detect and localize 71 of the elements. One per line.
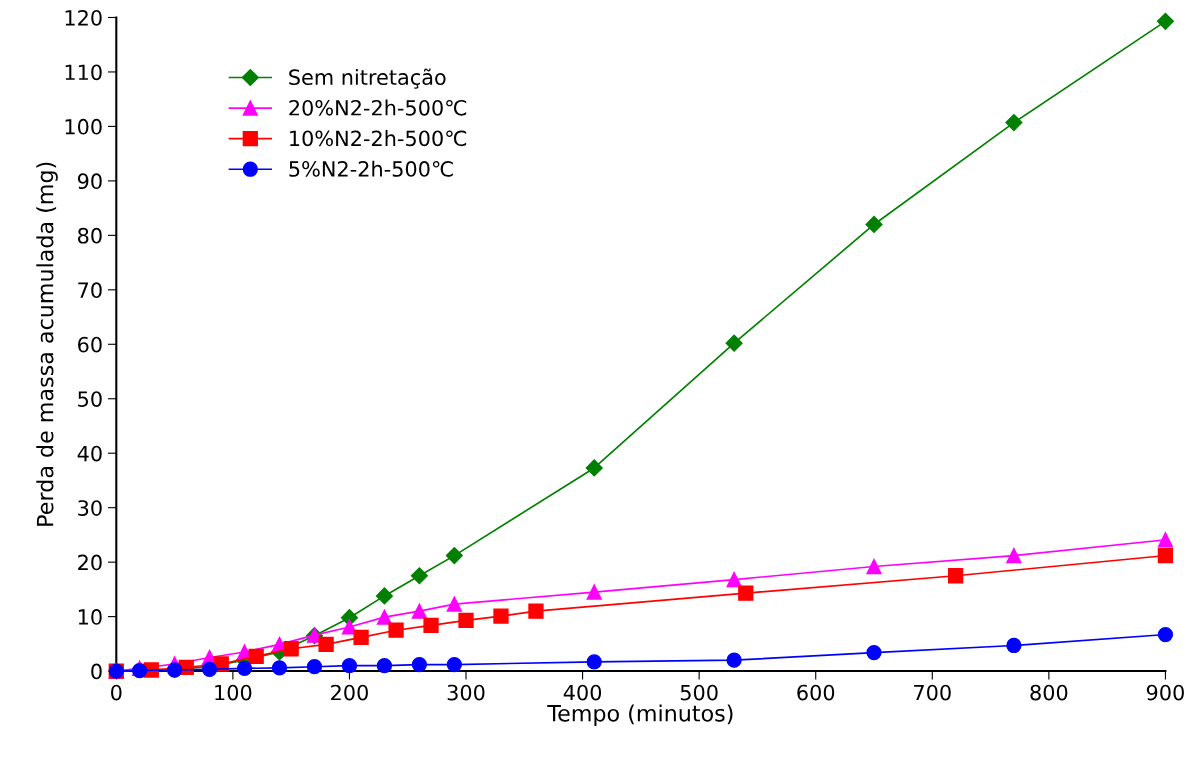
x-tick-label: 0	[111, 684, 122, 701]
point	[1006, 637, 1022, 654]
y-tick-label: 80	[78, 227, 102, 244]
y-tick-label: 60	[78, 336, 102, 353]
x-tick-label: 200	[331, 684, 368, 701]
x-tick-label: 800	[1030, 684, 1068, 701]
point	[271, 660, 288, 676]
point	[318, 636, 334, 653]
point	[201, 661, 218, 678]
point	[375, 587, 393, 605]
point	[1157, 547, 1174, 564]
point	[738, 585, 754, 601]
point	[947, 568, 964, 584]
point	[586, 584, 602, 600]
point	[423, 617, 439, 633]
point	[341, 619, 358, 635]
point	[446, 596, 462, 612]
point	[866, 644, 882, 661]
point	[726, 571, 742, 588]
point	[1156, 12, 1174, 30]
y-tick-label: 100	[65, 118, 102, 135]
x-axis-title: Tempo (minutos)	[547, 704, 733, 726]
point	[341, 657, 358, 674]
x-tick-label: 500	[680, 684, 718, 701]
x-tick-label: 600	[797, 684, 835, 701]
point	[1005, 114, 1023, 132]
point	[248, 648, 264, 665]
point	[1157, 626, 1174, 643]
point	[411, 656, 428, 673]
point	[445, 547, 463, 565]
legend-label: 5%N2-2h-500℃	[289, 160, 453, 177]
x-tick-label: 700	[914, 684, 951, 701]
point	[353, 629, 369, 645]
point	[376, 657, 393, 674]
point	[725, 334, 743, 352]
y-tick-label: 70	[78, 282, 102, 299]
y-tick-label: 0	[91, 663, 102, 680]
x-tick-label: 400	[563, 684, 602, 701]
x-tick-label: 300	[447, 684, 485, 701]
y-tick-label: 20	[78, 554, 102, 571]
point	[376, 609, 393, 625]
y-tick-label: 50	[78, 391, 102, 407]
point	[411, 603, 428, 619]
point	[458, 612, 474, 629]
y-tick-label: 10	[78, 609, 102, 625]
legend-label: Sem nitretação	[289, 68, 446, 89]
point	[410, 567, 428, 585]
point	[726, 652, 742, 668]
point	[865, 215, 883, 234]
point	[306, 659, 323, 675]
y-tick-label: 30	[78, 500, 102, 516]
point	[866, 558, 882, 575]
x-tick-label: 100	[215, 684, 252, 701]
x-tick-label: 900	[1146, 684, 1184, 701]
point	[586, 654, 602, 670]
point	[236, 660, 253, 676]
y-tick-label: 110	[65, 64, 102, 81]
y-tick-label: 90	[77, 173, 102, 190]
y-tick-label: 120	[65, 9, 102, 26]
y-axis-title: Perda de massa acumulada (mg)	[36, 162, 58, 526]
legend-label: 10%N2-2h-500℃	[290, 130, 467, 147]
y-tick-label: 40	[77, 445, 102, 462]
point	[388, 622, 404, 638]
point	[1006, 547, 1022, 564]
point	[446, 656, 462, 673]
point	[493, 608, 509, 624]
point	[585, 459, 603, 477]
point	[1157, 532, 1174, 548]
point	[528, 603, 544, 619]
point	[283, 641, 299, 657]
legend-label: 20%N2-2h-500℃	[289, 99, 467, 116]
